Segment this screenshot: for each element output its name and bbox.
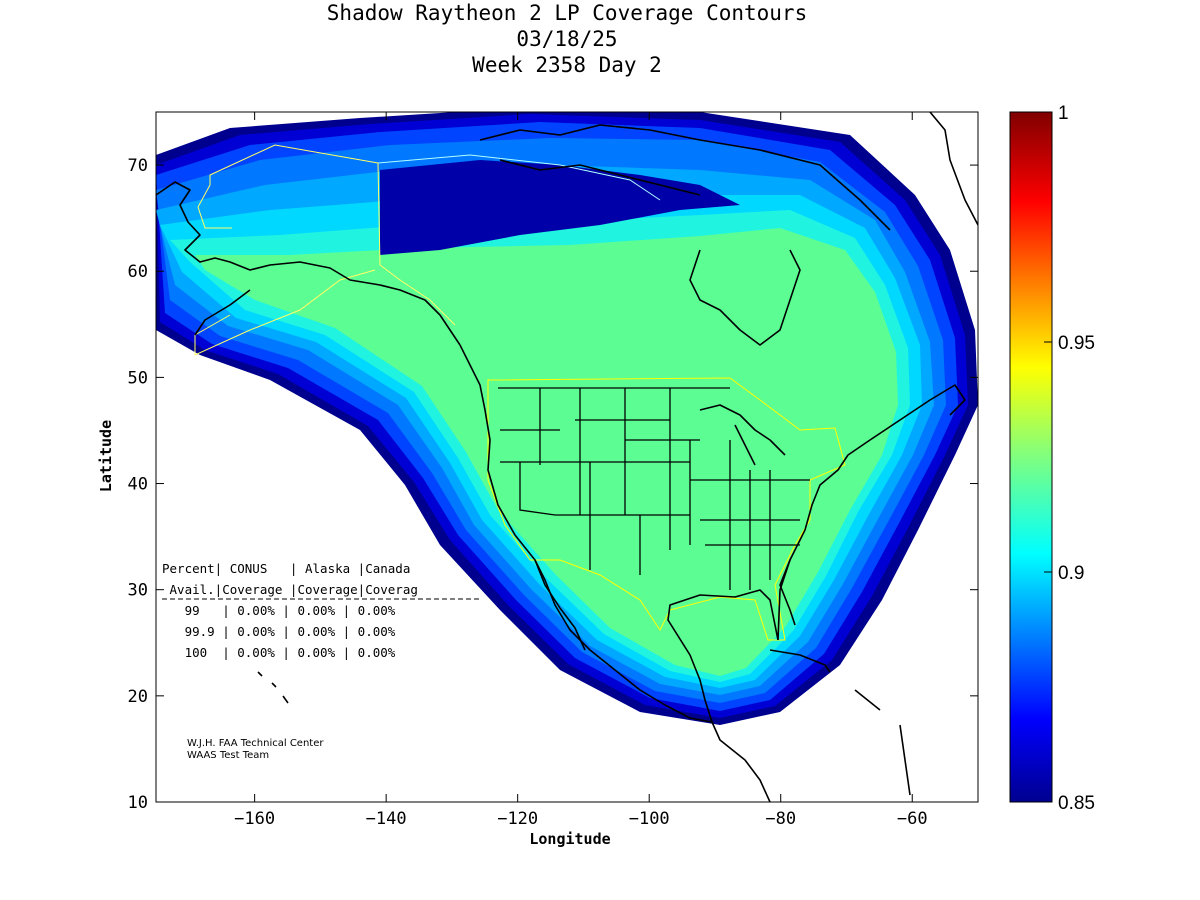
y-tick-label: 10 [128, 793, 148, 813]
colorbar-tick-label: 0.95 [1058, 333, 1095, 354]
coastlines [156, 112, 978, 802]
credit-line2: WAAS Test Team [187, 750, 270, 761]
chart-title: Shadow Raytheon 2 LP Coverage Contours [326, 1, 808, 25]
x-axis-label: Longitude [529, 830, 610, 848]
caribbean [854, 689, 911, 796]
map-area [156, 112, 978, 802]
coverage-table-row: 99 | 0.00% | 0.00% | 0.00% [162, 603, 396, 618]
alaska-coast [156, 181, 461, 346]
colorbar-tick-label: 0.9 [1058, 563, 1084, 584]
coverage-region-main [195, 228, 898, 676]
arctic-islands-2 [499, 159, 701, 196]
contour-arctic-dark [380, 160, 740, 255]
baja [534, 559, 586, 651]
coverage-table-row: 100 | 0.00% | 0.00% | 0.00% [162, 645, 396, 660]
service-boundaries [194, 144, 846, 641]
alaska-peninsula [194, 289, 251, 336]
gulf-coast [667, 589, 779, 723]
east-coast [777, 384, 966, 641]
hudson-bay [689, 249, 801, 346]
chart-week-day: Week 2358 Day 2 [472, 53, 662, 77]
conus-boundary [487, 377, 846, 641]
y-tick-label: 50 [128, 368, 148, 388]
chart-date: 03/18/25 [516, 27, 618, 51]
x-tick-label: −60 [897, 809, 928, 829]
coverage-table-header1: Percent| CONUS | Alaska |Canada [162, 561, 411, 576]
y-tick-label: 20 [128, 687, 148, 707]
west-coast [459, 344, 713, 723]
axis-ticks: −160 −140 −120 −100 −80 −60 10 20 30 40 50 60 70 [128, 112, 978, 829]
x-tick-label: −160 [234, 809, 275, 829]
colorbar-tick-label: 1 [1058, 103, 1069, 124]
plot-frame [155, 111, 979, 803]
x-tick-label: −140 [366, 809, 407, 829]
y-tick-label: 40 [128, 475, 148, 495]
arctic-islands [479, 124, 891, 231]
canada-boundary [377, 154, 661, 201]
coverage-table-row: 99.9 | 0.00% | 0.00% | 0.00% [162, 624, 396, 639]
colorbar [1009, 111, 1053, 803]
hawaii-islands [257, 671, 289, 704]
cuba [769, 649, 831, 673]
y-tick-label: 60 [128, 262, 148, 282]
x-tick-label: −80 [765, 809, 796, 829]
coverage-table-header2: Avail.|Coverage |Coverage|Coverag [162, 582, 418, 597]
colorbar-tick-label: 0.85 [1058, 793, 1095, 814]
greenland-coast [929, 112, 978, 226]
coverage-contours [156, 112, 978, 725]
florida [779, 559, 796, 626]
central-america [711, 721, 771, 802]
x-tick-label: −100 [629, 809, 670, 829]
y-axis-label: Latitude [97, 420, 115, 492]
state-borders [498, 387, 810, 590]
great-lakes [699, 404, 786, 466]
colorbar-ticks: 1 0.95 0.9 0.85 [1044, 103, 1095, 814]
x-tick-label: −120 [497, 809, 538, 829]
y-tick-label: 30 [128, 581, 148, 601]
y-tick-label: 70 [128, 156, 148, 176]
credit-line1: W.J.H. FAA Technical Center [187, 738, 324, 749]
